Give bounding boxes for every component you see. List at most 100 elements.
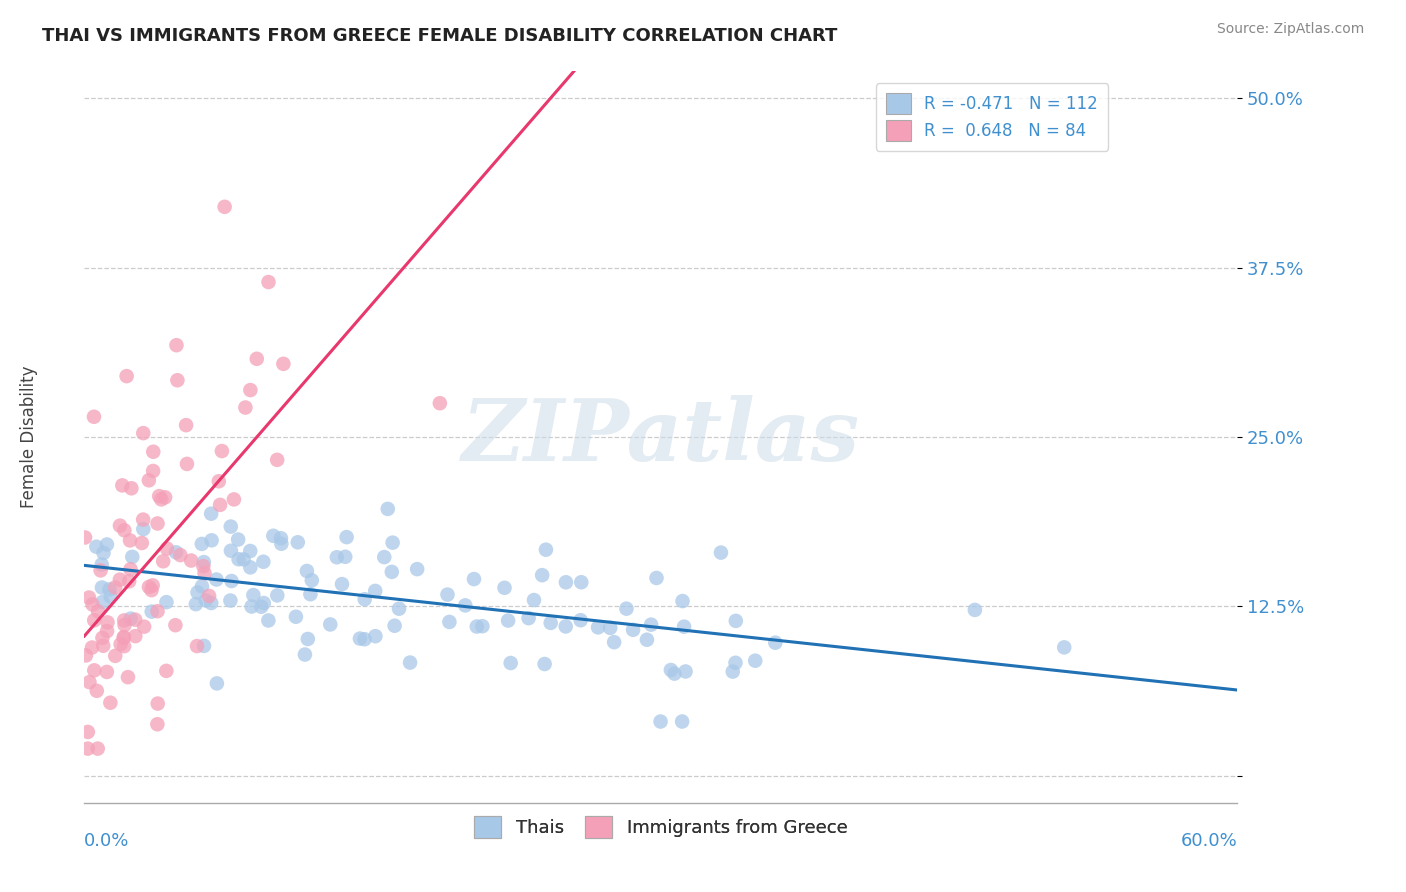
Point bbox=[120, 481, 142, 495]
Point bbox=[673, 620, 696, 634]
Point bbox=[176, 457, 198, 471]
Point bbox=[531, 568, 554, 582]
Point bbox=[155, 595, 177, 609]
Point bbox=[87, 604, 110, 618]
Point bbox=[381, 535, 404, 549]
Point bbox=[364, 629, 387, 643]
Point bbox=[124, 629, 146, 643]
Point bbox=[146, 717, 169, 731]
Point bbox=[384, 618, 406, 632]
Point bbox=[75, 648, 97, 663]
Point bbox=[200, 507, 222, 521]
Point bbox=[640, 617, 662, 632]
Point bbox=[200, 596, 222, 610]
Point bbox=[117, 670, 139, 684]
Point bbox=[155, 664, 177, 678]
Point bbox=[671, 714, 693, 729]
Point bbox=[79, 675, 101, 690]
Point bbox=[142, 578, 165, 592]
Point bbox=[141, 583, 163, 598]
Point bbox=[141, 605, 163, 619]
Point bbox=[214, 200, 236, 214]
Point bbox=[569, 575, 592, 590]
Point bbox=[90, 581, 112, 595]
Text: 0.0%: 0.0% bbox=[84, 832, 129, 850]
Point bbox=[77, 591, 100, 605]
Point bbox=[121, 549, 143, 564]
Point bbox=[112, 524, 135, 538]
Point bbox=[671, 594, 693, 608]
Point bbox=[186, 639, 208, 653]
Legend: Thais, Immigrants from Greece: Thais, Immigrants from Greece bbox=[467, 808, 855, 845]
Point bbox=[554, 619, 576, 633]
Point bbox=[326, 550, 349, 565]
Point bbox=[364, 583, 387, 598]
Point bbox=[166, 373, 188, 387]
Point bbox=[193, 555, 215, 569]
Point bbox=[226, 533, 249, 547]
Point bbox=[100, 590, 122, 604]
Text: Source: ZipAtlas.com: Source: ZipAtlas.com bbox=[1216, 22, 1364, 37]
Point bbox=[645, 571, 668, 585]
Point bbox=[76, 725, 98, 739]
Point bbox=[86, 540, 108, 554]
Point bbox=[83, 409, 105, 424]
Point bbox=[744, 654, 766, 668]
Point bbox=[319, 617, 342, 632]
Point bbox=[120, 612, 142, 626]
Point bbox=[90, 563, 112, 577]
Point bbox=[266, 588, 288, 602]
Point bbox=[146, 604, 169, 618]
Point bbox=[132, 513, 155, 527]
Point bbox=[96, 665, 118, 679]
Point bbox=[108, 518, 131, 533]
Point bbox=[91, 631, 114, 645]
Point bbox=[252, 555, 274, 569]
Point bbox=[496, 614, 519, 628]
Point bbox=[436, 588, 458, 602]
Point bbox=[388, 601, 411, 615]
Point bbox=[153, 491, 176, 505]
Point bbox=[270, 531, 292, 545]
Point bbox=[191, 579, 214, 593]
Point bbox=[257, 275, 280, 289]
Point bbox=[763, 636, 786, 650]
Point bbox=[96, 624, 118, 638]
Point bbox=[250, 599, 273, 614]
Point bbox=[156, 541, 179, 556]
Point bbox=[96, 615, 118, 630]
Point bbox=[463, 572, 485, 586]
Point bbox=[336, 530, 359, 544]
Point bbox=[152, 554, 174, 568]
Point bbox=[439, 615, 461, 629]
Point bbox=[114, 618, 136, 632]
Point bbox=[104, 581, 127, 595]
Point bbox=[146, 697, 169, 711]
Point bbox=[180, 553, 202, 567]
Point bbox=[270, 537, 292, 551]
Point bbox=[208, 475, 231, 489]
Point bbox=[138, 473, 160, 487]
Point bbox=[429, 396, 451, 410]
Point bbox=[86, 683, 108, 698]
Point bbox=[90, 558, 112, 572]
Point bbox=[87, 741, 110, 756]
Point bbox=[242, 588, 264, 602]
Point bbox=[193, 559, 215, 574]
Point bbox=[287, 535, 309, 549]
Point bbox=[517, 611, 540, 625]
Point bbox=[112, 630, 135, 644]
Point bbox=[239, 383, 262, 397]
Point bbox=[165, 545, 187, 559]
Point bbox=[659, 663, 682, 677]
Point bbox=[124, 613, 146, 627]
Point bbox=[118, 574, 141, 589]
Point bbox=[235, 401, 257, 415]
Text: Female Disability: Female Disability bbox=[20, 366, 38, 508]
Point bbox=[650, 714, 672, 729]
Point bbox=[142, 444, 165, 458]
Point bbox=[381, 565, 404, 579]
Point bbox=[377, 502, 399, 516]
Point bbox=[174, 418, 197, 433]
Point bbox=[534, 542, 557, 557]
